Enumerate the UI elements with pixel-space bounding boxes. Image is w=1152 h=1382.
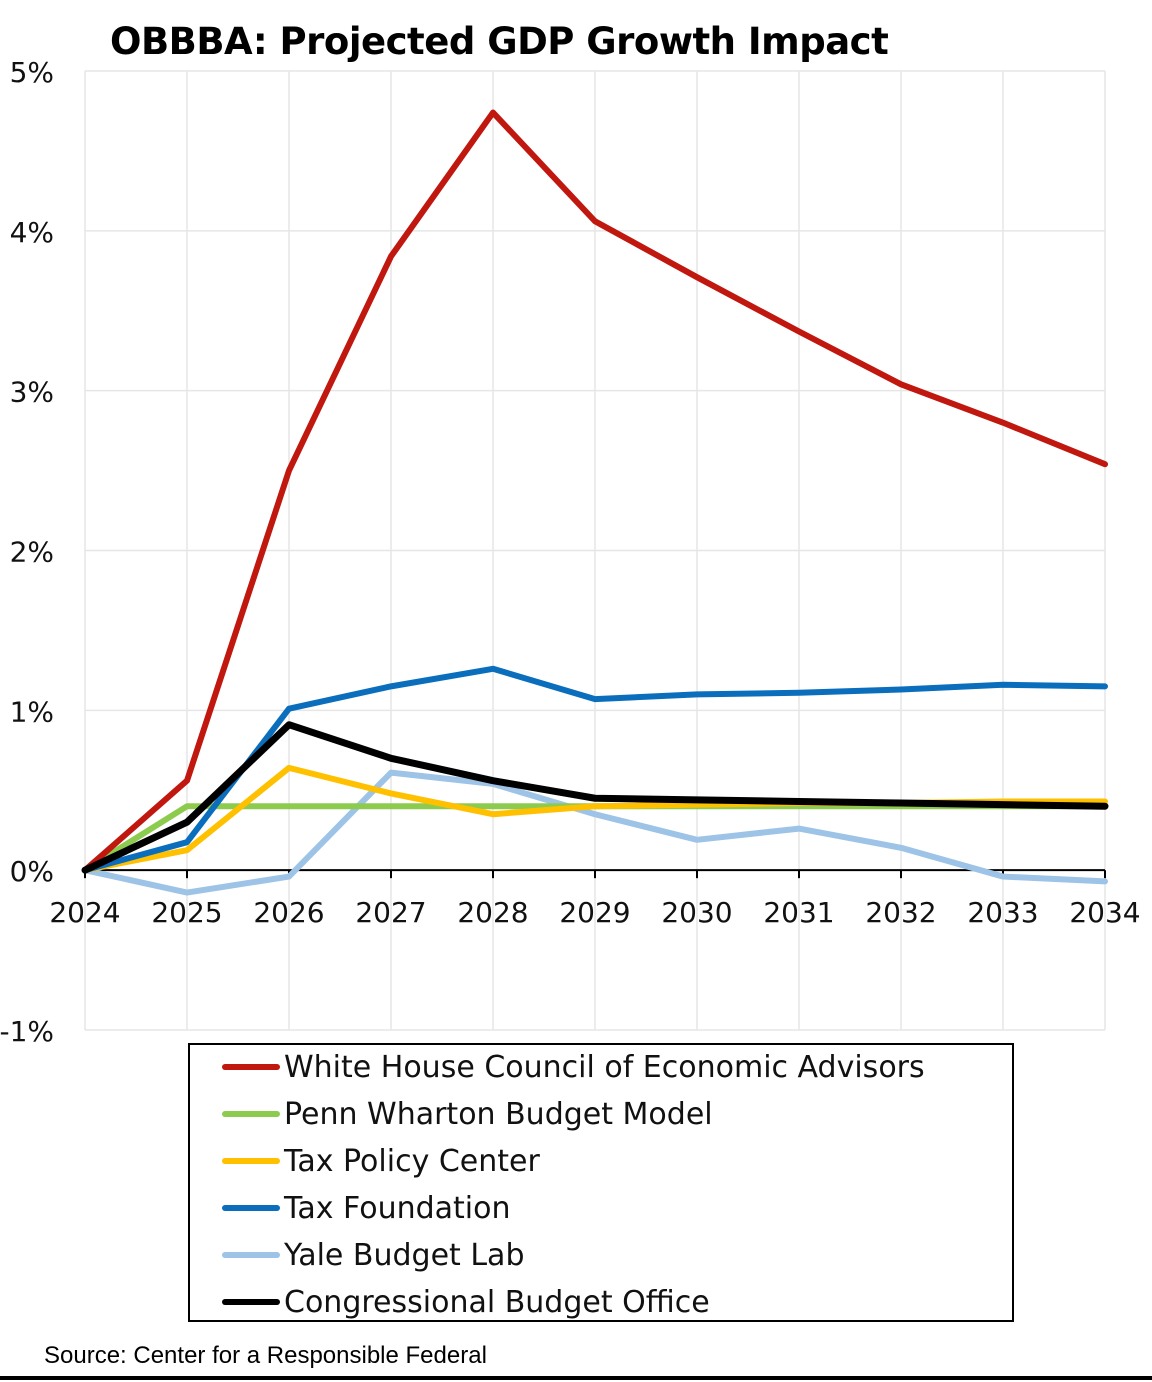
series-line-yale-budget-lab bbox=[82, 769, 1108, 896]
legend-swatch bbox=[222, 1252, 280, 1258]
legend-swatch bbox=[222, 1158, 280, 1164]
series-line-congressional-budget-office bbox=[81, 721, 1109, 874]
legend-item: Tax Policy Center bbox=[222, 1139, 540, 1183]
legend-swatch bbox=[222, 1299, 280, 1305]
y-tick-label: -1% bbox=[0, 1015, 54, 1048]
legend-swatch bbox=[222, 1205, 280, 1211]
x-tick-label: 2025 bbox=[151, 896, 222, 929]
legend-label: White House Council of Economic Advisors bbox=[284, 1049, 925, 1085]
x-tick-label: 2027 bbox=[355, 896, 426, 929]
legend-item: White House Council of Economic Advisors bbox=[222, 1045, 925, 1089]
legend-label: Penn Wharton Budget Model bbox=[284, 1096, 713, 1132]
y-tick-label: 2% bbox=[10, 536, 54, 569]
y-tick-label: 1% bbox=[10, 695, 54, 728]
series-line-white-house-council-of-economic-advisors bbox=[82, 109, 1108, 874]
axes bbox=[84, 869, 1106, 879]
legend-item: Yale Budget Lab bbox=[222, 1233, 524, 1277]
series-lines bbox=[81, 109, 1109, 896]
legend: White House Council of Economic Advisors… bbox=[188, 1043, 1014, 1322]
x-tick-label: 2034 bbox=[1069, 896, 1140, 929]
legend-item: Congressional Budget Office bbox=[222, 1280, 710, 1324]
legend-label: Congressional Budget Office bbox=[284, 1284, 710, 1320]
legend-label: Tax Policy Center bbox=[284, 1143, 540, 1179]
legend-label: Yale Budget Lab bbox=[284, 1237, 525, 1273]
x-tick-label: 2032 bbox=[865, 896, 936, 929]
x-tick-label: 2031 bbox=[763, 896, 834, 929]
chart-title: OBBBA: Projected GDP Growth Impact bbox=[110, 20, 889, 63]
x-tick-label: 2033 bbox=[967, 896, 1038, 929]
y-tick-label: 5% bbox=[10, 56, 54, 89]
legend-swatch bbox=[222, 1111, 280, 1117]
legend-label: Tax Foundation bbox=[284, 1190, 511, 1226]
x-tick-label: 2024 bbox=[49, 896, 120, 929]
y-tick-label: 4% bbox=[10, 216, 54, 249]
tick-labels: -1% 0% 1% 2% 3% 4% 5% 2024 2025 2026 2027 2028 2029 2… bbox=[0, 56, 1141, 1048]
legend-item: Penn Wharton Budget Model bbox=[222, 1092, 713, 1136]
bottom-rule bbox=[0, 1376, 1152, 1380]
legend-swatch bbox=[222, 1064, 280, 1070]
x-tick-label: 2026 bbox=[253, 896, 324, 929]
x-tick-label: 2030 bbox=[661, 896, 732, 929]
legend-item: Tax Foundation bbox=[222, 1186, 511, 1230]
x-tick-label: 2029 bbox=[559, 896, 630, 929]
y-tick-label: 0% bbox=[10, 855, 54, 888]
y-tick-label: 3% bbox=[10, 376, 54, 409]
x-tick-label: 2028 bbox=[457, 896, 528, 929]
source-note: Source: Center for a Responsible Federal bbox=[44, 1342, 487, 1369]
